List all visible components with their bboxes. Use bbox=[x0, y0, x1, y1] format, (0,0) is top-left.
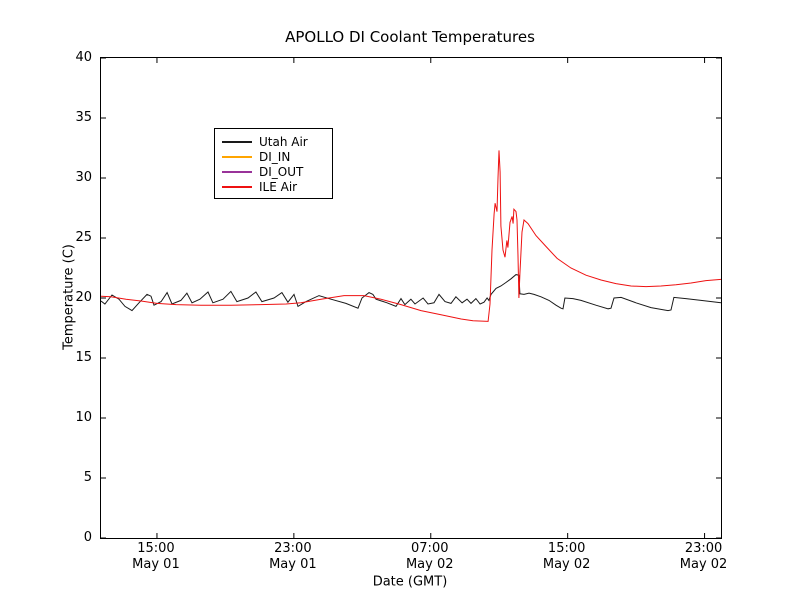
x-tick-label: 23:00 May 02 bbox=[668, 541, 740, 573]
x-tick-date: May 01 bbox=[132, 557, 180, 572]
chart-lines bbox=[100, 57, 722, 539]
x-tick-time: 07:00 bbox=[411, 541, 449, 556]
legend-item-utah-air: Utah Air bbox=[222, 134, 325, 149]
x-axis-label: Date (GMT) bbox=[372, 574, 448, 590]
x-tick-label: 23:00 May 01 bbox=[257, 541, 329, 573]
legend-swatch-utah-air bbox=[222, 140, 252, 143]
series-line-ile-air bbox=[100, 150, 722, 322]
chart-title: APOLLO DI Coolant Temperatures bbox=[285, 28, 535, 46]
legend-label-di-in: DI_IN bbox=[259, 149, 291, 164]
plot-area: Utah Air DI_IN DI_OUT ILE Air bbox=[100, 57, 722, 539]
series-line-utah-air bbox=[100, 274, 722, 312]
legend-swatch-ile-air bbox=[222, 185, 252, 188]
x-tick-date: May 01 bbox=[269, 557, 317, 572]
x-tick-time: 15:00 bbox=[137, 541, 175, 556]
y-tick-label: 0 bbox=[83, 530, 92, 545]
y-tick-label: 20 bbox=[75, 290, 92, 305]
y-tick-label: 40 bbox=[75, 50, 92, 65]
x-tick-date: May 02 bbox=[679, 557, 728, 572]
legend-item-di-out: DI_OUT bbox=[222, 164, 325, 179]
legend-swatch-di-in bbox=[222, 155, 252, 158]
x-tick-date: May 02 bbox=[405, 557, 454, 572]
legend-swatch-di-out bbox=[222, 170, 252, 173]
y-tick-label: 10 bbox=[75, 410, 92, 425]
x-tick-date: May 02 bbox=[542, 557, 591, 572]
legend-item-ile-air: ILE Air bbox=[222, 179, 325, 194]
x-tick-time: 23:00 bbox=[684, 541, 723, 556]
legend-label-ile-air: ILE Air bbox=[259, 179, 298, 194]
y-tick-label: 5 bbox=[83, 470, 92, 485]
y-axis-label: Temperature (C) bbox=[61, 244, 77, 350]
x-tick-time: 23:00 bbox=[274, 541, 312, 556]
y-tick-label: 15 bbox=[75, 350, 92, 365]
x-tick-time: 15:00 bbox=[547, 541, 586, 556]
x-tick-label: 15:00 May 01 bbox=[120, 541, 192, 573]
y-tick-label: 35 bbox=[75, 110, 92, 125]
y-tick-label: 30 bbox=[75, 170, 92, 185]
legend-item-di-in: DI_IN bbox=[222, 149, 325, 164]
x-tick-label: 07:00 May 02 bbox=[394, 541, 466, 573]
y-tick-label: 25 bbox=[75, 230, 92, 245]
legend-label-utah-air: Utah Air bbox=[259, 134, 308, 149]
legend: Utah Air DI_IN DI_OUT ILE Air bbox=[214, 128, 333, 199]
legend-label-di-out: DI_OUT bbox=[259, 164, 304, 179]
x-tick-label: 15:00 May 02 bbox=[531, 541, 603, 573]
